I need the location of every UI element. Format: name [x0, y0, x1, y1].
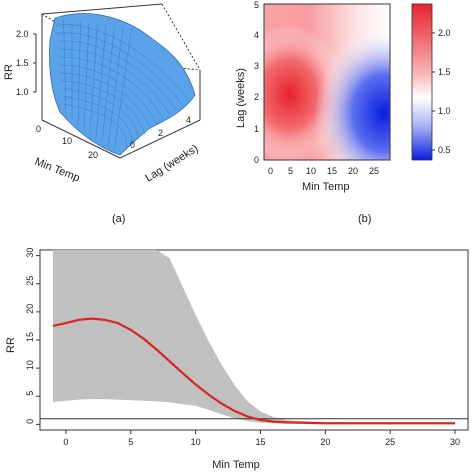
panel-c-y-label: RR — [5, 337, 17, 353]
x-tick-label: 30 — [450, 437, 460, 447]
panel-a-surface-mesh — [55, 19, 189, 151]
y-tick-label: 5 — [25, 391, 35, 396]
y-tick-label: 30 — [25, 248, 35, 258]
panel-a-y-tick: 0 — [130, 140, 135, 150]
y-tick-label: 10 — [25, 360, 35, 370]
panel-b-x-tick: 5 — [288, 166, 293, 176]
rr-line — [52, 317, 455, 425]
panel-c-x-label: Min Temp — [212, 459, 259, 471]
panel-b-x-label: Min Temp — [302, 181, 349, 193]
panel-b-y-tick: 1 — [254, 124, 259, 134]
panel-a-x-tick: 20 — [88, 150, 98, 160]
y-tick-label: 15 — [25, 332, 35, 342]
panel-a-y-label: Lag (weeks) — [143, 143, 200, 185]
y-tick-label: 20 — [25, 304, 35, 314]
panel-a-y-tick: 2 — [158, 128, 163, 138]
panel-a-x-label: Min Temp — [33, 156, 82, 185]
panel-b-x-tick: 15 — [327, 166, 337, 176]
panel-b-x-tick: 0 — [268, 166, 273, 176]
panel-b-y-tick: 4 — [254, 30, 259, 40]
panel-c-line-chart: 0 5 10 15 20 25 30 0 5 10 15 20 25 30 Min Temp RR — [5, 248, 469, 471]
panel-b-y-tick: 3 — [254, 61, 259, 71]
panel-a-z-axis: 2.0 1.5 1.0 RR — [3, 29, 37, 97]
panel-b-y-tick: 2 — [254, 92, 259, 102]
panel-b-caption: (b) — [358, 213, 371, 225]
panel-a-z-label: RR — [3, 64, 15, 80]
panel-b-y-label: Lag (weeks) — [235, 68, 247, 128]
panel-b-legend-tick: 1.0 — [438, 106, 451, 116]
panel-b-x-tick: 10 — [306, 166, 316, 176]
panel-b-y-axis: 0 1 2 3 4 5 Lag (weeks) — [235, 0, 259, 165]
panel-b-x-tick: 25 — [369, 166, 379, 176]
panel-b-x-tick: 20 — [348, 166, 358, 176]
x-tick-label: 25 — [385, 437, 395, 447]
panel-b-contour-plot: 0 5 10 15 20 25 Min Temp 0 1 2 3 4 5 Lag… — [235, 0, 451, 193]
y-tick-label: 0 — [25, 419, 35, 424]
panel-a-z-tick: 1.0 — [16, 87, 29, 97]
x-tick-label: 0 — [63, 437, 68, 447]
x-tick-label: 10 — [191, 437, 201, 447]
panel-b-color-legend: 2.0 1.5 1.0 0.5 — [411, 3, 451, 161]
panel-b-legend-tick: 1.5 — [438, 67, 451, 77]
panel-b-legend-bar — [411, 3, 433, 161]
panel-b-y-tick: 5 — [254, 0, 259, 10]
x-tick-label: 5 — [128, 437, 133, 447]
panel-b-y-tick: 0 — [254, 155, 259, 165]
y-tick-label: 25 — [25, 276, 35, 286]
panel-a-caption: (a) — [112, 213, 125, 225]
panel-a-z-tick: 1.5 — [16, 58, 29, 68]
confidence-band — [53, 250, 455, 425]
panel-a-x-tick: 0 — [36, 124, 41, 134]
panel-a-z-tick: 2.0 — [16, 29, 29, 39]
panel-b-legend-tick: 0.5 — [438, 145, 451, 155]
x-tick-label: 15 — [255, 437, 265, 447]
panel-a-x-tick: 10 — [62, 136, 72, 146]
panel-b-x-axis: 0 5 10 15 20 25 Min Temp — [268, 166, 379, 193]
x-tick-label: 20 — [320, 437, 330, 447]
panel-a-y-tick: 4 — [186, 115, 191, 125]
panel-b-legend-tick: 2.0 — [438, 28, 451, 38]
